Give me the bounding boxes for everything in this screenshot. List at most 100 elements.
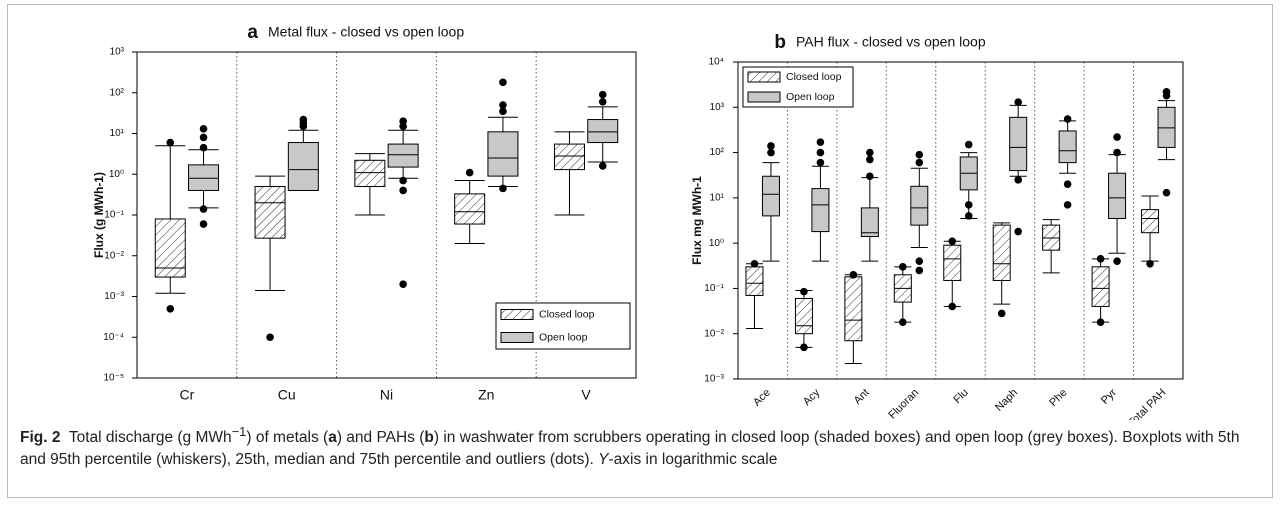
plot-frame — [136, 51, 637, 379]
outlier — [849, 270, 858, 279]
box — [1058, 130, 1077, 164]
outlier — [199, 143, 208, 152]
x-tick-label: Ni — [380, 387, 393, 403]
legend-swatch — [500, 309, 534, 320]
outlier — [1113, 257, 1121, 265]
outlier — [199, 125, 208, 133]
box — [454, 193, 486, 225]
legend-swatch — [747, 91, 781, 103]
outlier — [915, 158, 924, 167]
frame — [7, 4, 1273, 498]
box — [1157, 106, 1176, 148]
x-tick-label: Naph — [993, 387, 1020, 414]
outlier — [997, 309, 1006, 318]
outlier — [866, 172, 874, 181]
outlier — [598, 90, 607, 99]
y-tick-label: 10⁻³ — [704, 374, 724, 385]
y-tick-label: 10⁻² — [704, 328, 724, 339]
y-tick-label: 10⁰ — [709, 238, 724, 249]
caption: Fig. 2 Total discharge (g MWh−1) of meta… — [20, 421, 1260, 471]
outlier — [1014, 98, 1022, 106]
outlier — [465, 168, 474, 177]
outlier — [499, 184, 507, 193]
box — [387, 143, 419, 168]
y-tick-label: 10¹ — [710, 192, 725, 203]
x-tick-label: Ace — [751, 387, 773, 409]
box — [745, 266, 764, 296]
box — [487, 131, 519, 177]
box — [992, 224, 1011, 281]
x-tick-label: Pyr — [1099, 386, 1119, 406]
outlier — [964, 140, 973, 149]
outlier — [1014, 176, 1022, 184]
y-tick-label: 10¹ — [110, 128, 125, 139]
y-tick-label: 10⁰ — [109, 169, 124, 180]
box — [794, 297, 813, 335]
outlier — [1096, 255, 1105, 263]
box — [188, 164, 220, 191]
outlier — [816, 148, 825, 157]
panel-letter: b — [774, 32, 786, 53]
outlier — [1096, 318, 1105, 326]
chart-title: Metal flux - closed vs open loop — [268, 24, 464, 40]
outlier — [800, 287, 808, 296]
x-tick-label: Cu — [278, 387, 296, 403]
outlier — [948, 302, 957, 311]
outlier — [266, 333, 274, 342]
outlier — [399, 186, 407, 195]
outlier — [166, 138, 175, 147]
outlier — [816, 138, 825, 146]
outlier — [399, 280, 407, 289]
y-tick-label: 10⁻³ — [104, 291, 124, 302]
outlier — [1162, 91, 1171, 100]
x-tick-label: V — [581, 387, 591, 403]
charts: a Metal flux - closed vs open loop Flux (g… — [92, 22, 1184, 420]
outlier — [1063, 115, 1072, 123]
x-tick-label: Ant — [852, 387, 872, 407]
outlier — [499, 107, 507, 116]
outlier — [866, 148, 874, 157]
caption-text: ) of metals ( — [246, 429, 329, 447]
legend-label: Open loop — [786, 91, 835, 103]
x-tick-label: Phe — [1047, 387, 1069, 409]
box — [254, 186, 286, 239]
box — [1108, 172, 1127, 220]
legend-label: Open loop — [539, 331, 588, 343]
box — [354, 159, 386, 188]
box — [844, 276, 863, 342]
caption-text: ) and PAHs ( — [336, 429, 425, 447]
y-tick-label: 10⁻¹ — [104, 210, 124, 221]
caption-label: Fig. 2 — [20, 429, 61, 447]
outlier — [866, 155, 874, 164]
y-tick-label: 10⁻¹ — [704, 283, 724, 294]
box — [553, 143, 585, 171]
y-tick-label: 10⁻² — [104, 250, 124, 261]
x-tick-label: Zn — [478, 387, 494, 403]
outlier — [598, 162, 607, 170]
outlier — [499, 78, 507, 87]
outlier — [964, 201, 973, 209]
legend-swatch — [747, 71, 781, 83]
legend-label: Closed loop — [539, 308, 595, 320]
x-tick-label: Flu — [951, 387, 970, 406]
outlier — [1014, 227, 1022, 236]
outlier — [915, 150, 924, 159]
outlier — [1063, 201, 1072, 209]
outlier — [899, 263, 907, 271]
chart-title: PAH flux - closed vs open loop — [796, 34, 986, 50]
box — [1009, 116, 1028, 172]
plot-frame — [737, 61, 1184, 380]
outlier — [948, 237, 957, 246]
outlier — [1162, 188, 1171, 197]
legend-label: Closed loop — [786, 71, 842, 83]
outlier — [915, 257, 924, 265]
y-tick-label: 10³ — [110, 47, 125, 58]
outlier — [899, 318, 907, 326]
y-axis-label: Flux (g MWh-1) — [92, 172, 106, 258]
outlier — [399, 176, 407, 185]
y-axis-label: Flux mg MWh-1 — [690, 176, 704, 265]
outlier — [767, 148, 775, 157]
outlier — [1113, 133, 1121, 141]
y-tick-label: 10⁻⁵ — [103, 373, 124, 384]
